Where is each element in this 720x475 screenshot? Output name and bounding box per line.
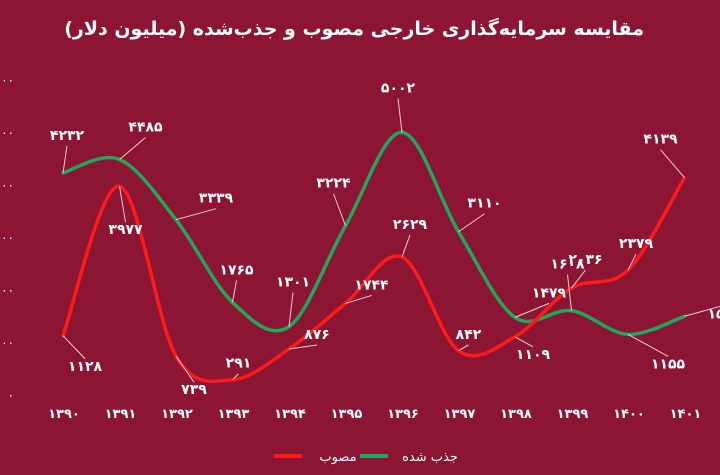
y-tick-label: ۰ — [8, 388, 14, 402]
label-leader — [397, 98, 403, 133]
data-label: ۳۳۳۹ — [199, 191, 234, 207]
label-leader — [288, 292, 294, 327]
label-leader — [232, 280, 237, 303]
data-label: ۸۷۶ — [304, 327, 330, 343]
data-label: ۳۱۱۰ — [467, 196, 501, 212]
data-label: ۲۹۱ — [226, 356, 252, 372]
data-label: ۳۲۲۴ — [316, 176, 351, 192]
data-label: ۱۵ — [707, 306, 720, 322]
data-label: ۵۰۰۲ — [381, 80, 416, 96]
data-label: ۲۶۲۹ — [393, 217, 428, 233]
y-tick-label: ۶۰۰۰ — [0, 73, 14, 87]
y-tick-label: ۳۰۰۰ — [0, 231, 14, 245]
label-leader — [232, 373, 239, 381]
label-leader — [333, 193, 346, 226]
label-leader — [345, 294, 372, 304]
x-axis-ticks: ۱۳۹۰ ۱۳۹۱ ۱۳۹۲ ۱۳۹۳ ۱۳۹۴ ۱۳۹۵ ۱۳۹۶ ۱۳۹۷ ۱۳۹۸ ۱۳۹۹… — [48, 407, 701, 422]
data-labels: ۱۱۲۸ ۳۹۷۷ ۷۳۹ ۲۹۱ ۸۷۶ ۱۷۴۴ ۲۶۲۹ ۸۴۲ ۱۱۰۹ ۲۰۳۶ ۲۳۷۹… — [50, 80, 720, 398]
data-label: ۱۴۷۹ — [532, 285, 567, 301]
label-leader — [514, 302, 550, 318]
series-line-approved — [61, 175, 687, 384]
x-tick-label: ۱۴۰۱ — [670, 407, 702, 422]
data-label: ۳۹۷۷ — [108, 222, 143, 238]
label-leader — [288, 344, 318, 350]
data-label: ۱۷۶۵ — [219, 262, 254, 278]
data-label: ۱۳۰۱ — [276, 275, 310, 291]
x-tick-label: ۱۳۹۷ — [444, 407, 476, 422]
chart-title: مقایسه سرمایه‌گذاری خارجی مصوب و جذب‌شده… — [64, 18, 644, 40]
label-leader — [571, 269, 586, 289]
data-label: ۱۱۲۸ — [68, 359, 103, 375]
legend: مصوب جذب شده — [274, 450, 458, 465]
label-leader — [458, 344, 469, 352]
label-leader — [514, 336, 534, 348]
x-tick-label: ۱۳۹۰ — [48, 407, 80, 422]
data-label: ۷۳۹ — [181, 382, 207, 398]
y-tick-label: ۲۰۰۰ — [0, 283, 14, 297]
x-tick-label: ۱۳۹۲ — [161, 407, 193, 422]
data-label: ۱۱۵۵ — [651, 356, 686, 372]
x-tick-label: ۱۴۰۰ — [613, 407, 645, 422]
y-tick-label: ۱۰۰۰ — [0, 336, 14, 350]
x-tick-label: ۱۳۹۱ — [105, 407, 137, 422]
y-axis-ticks: ۰ ۱۰۰۰ ۲۰۰۰ ۳۰۰۰ ۴۰۰۰ ۵۰۰۰ ۶۰۰۰ — [0, 73, 14, 402]
label-leader — [458, 213, 485, 233]
label-leader — [684, 305, 720, 317]
y-tick-label: ۵۰۰۰ — [0, 126, 14, 140]
label-leader — [660, 149, 685, 179]
label-leader — [175, 208, 217, 221]
y-tick-label: ۴۰۰۰ — [0, 178, 14, 192]
label-leader — [175, 355, 195, 383]
legend-label: مصوب — [319, 450, 356, 465]
label-leader — [567, 274, 572, 311]
label-leader — [62, 145, 68, 173]
x-tick-label: ۱۳۹۶ — [387, 407, 419, 422]
label-leader — [401, 234, 411, 258]
data-label: ۲۳۷۹ — [619, 236, 654, 252]
data-label: ۴۴۸۵ — [128, 120, 163, 136]
x-tick-label: ۱۳۹۵ — [331, 407, 363, 422]
label-leader — [627, 253, 637, 271]
series-line-attracted — [61, 130, 687, 337]
x-tick-label: ۱۳۹۹ — [557, 407, 589, 422]
data-label: ۲۰۳۶ — [568, 252, 602, 268]
data-label: ۴۲۳۲ — [50, 128, 85, 144]
legend-label: جذب شده — [402, 450, 458, 465]
data-label: ۱۱۰۹ — [516, 347, 551, 363]
label-leader — [119, 186, 126, 223]
label-leader — [627, 333, 669, 357]
series-lines — [61, 130, 687, 384]
data-label: ۱۶۰۸ — [550, 257, 585, 273]
data-label: ۴۱۳۹ — [643, 132, 678, 148]
data-label: ۸۴۲ — [456, 327, 482, 343]
x-tick-label: ۱۳۹۴ — [274, 407, 306, 422]
data-label: ۱۷۴۴ — [354, 277, 389, 293]
x-tick-label: ۱۳۹۳ — [218, 407, 250, 422]
x-tick-label: ۱۳۹۸ — [500, 407, 532, 422]
label-leader — [62, 335, 86, 360]
label-leader — [119, 137, 146, 160]
